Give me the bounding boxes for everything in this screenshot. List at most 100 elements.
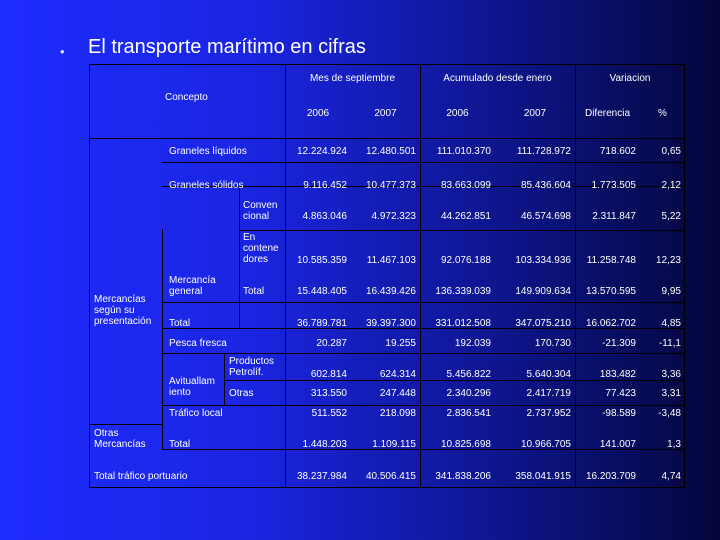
- table-cell: 4.863.046: [302, 211, 348, 222]
- row-label: Total: [169, 439, 191, 450]
- group-avituallamiento: Avituallam iento: [169, 376, 215, 398]
- table-cell: 3,36: [661, 369, 681, 380]
- table-cell: 44.262.851: [440, 211, 491, 222]
- header-concepto: Concepto: [165, 92, 208, 103]
- table-cell: 16.439.426: [365, 286, 416, 297]
- table-cell: 11.467.103: [366, 255, 416, 266]
- table-cell: 40.506.415: [365, 471, 416, 482]
- table-cell: 111.728.972: [516, 146, 571, 157]
- table-cell: 331.012.508: [435, 318, 491, 329]
- group-mercancias: Mercancías según su presentación: [94, 294, 152, 327]
- header-year-2007-acum: 2007: [523, 108, 547, 119]
- table-cell: 136.339.039: [435, 286, 491, 297]
- table-cell: 511.552: [311, 408, 347, 419]
- table-cell: 16.203.709: [585, 471, 636, 482]
- table-cell: 2,12: [661, 180, 681, 191]
- header-mes: Mes de septiembre: [309, 73, 396, 84]
- table-cell: 2.417.719: [526, 388, 572, 399]
- table-cell: 9.116.452: [303, 180, 347, 191]
- table-cell: -3,48: [658, 408, 681, 419]
- table-cell: 718.602: [599, 146, 636, 157]
- table-cell: 3,31: [661, 388, 681, 399]
- table-row-divider: [162, 353, 685, 354]
- group-otras-mercancias: Otras Mercancías: [94, 428, 146, 450]
- table-cell: 313.550: [310, 388, 347, 399]
- table-cell: 39.397.300: [365, 318, 416, 329]
- table-cell: 19.255: [385, 338, 416, 349]
- table-row-divider: [224, 380, 685, 381]
- table-row-divider: [239, 230, 685, 231]
- table-cell: 4,85: [661, 318, 681, 329]
- header-percent: %: [658, 108, 667, 119]
- table-cell: 13.570.595: [585, 286, 636, 297]
- table-border-right: [684, 64, 685, 488]
- row-label: Tráfico local: [169, 408, 223, 419]
- table-cell: 218.098: [379, 408, 416, 419]
- table-col-divider: [239, 186, 240, 328]
- table-cell: 5.640.304: [526, 369, 572, 380]
- table-cell: 10.477.373: [365, 180, 416, 191]
- title-bullet: •: [60, 44, 65, 59]
- table-cell: 4,74: [661, 471, 681, 482]
- row-label: Total: [169, 318, 191, 329]
- table-row-divider: [162, 328, 685, 329]
- table-cell: 2.737.952: [526, 408, 572, 419]
- table-border-top: [89, 64, 685, 65]
- table-col-divider: [285, 64, 286, 488]
- table-cell: 92.076.188: [440, 255, 491, 266]
- table-cell: 16.062.702: [585, 318, 636, 329]
- table-row-divider: [162, 162, 685, 163]
- table-cell: 141.007: [599, 439, 636, 450]
- table-cell: 170.730: [534, 338, 571, 349]
- table-row-divider: [162, 186, 685, 187]
- table-col-divider: [420, 64, 421, 488]
- table-cell: 9,95: [661, 286, 681, 297]
- table-cell: 12.224.924: [296, 146, 347, 157]
- table-cell: 347.075.210: [515, 318, 571, 329]
- table-cell: 602.814: [310, 369, 347, 380]
- table-cell: 85.436.604: [520, 180, 571, 191]
- table-cell: -21.309: [602, 338, 636, 349]
- table-cell: 4.972.323: [371, 211, 417, 222]
- table-cell: 38.237.984: [296, 471, 347, 482]
- table-cell: 111.010.370: [436, 146, 491, 157]
- row-label: Otras: [229, 388, 254, 399]
- table-cell: 341.838.206: [435, 471, 491, 482]
- row-label: En contene dores: [243, 232, 279, 265]
- row-label: Productos Petrolíf.: [229, 356, 275, 378]
- group-mercancia-general: Mercancía general: [169, 275, 216, 297]
- table-cell: 2.340.296: [446, 388, 492, 399]
- table-cell: 15.448.405: [296, 286, 347, 297]
- table-cell: 103.334.936: [515, 255, 571, 266]
- table-col-divider: [575, 64, 576, 488]
- table-cell: 20.287: [316, 338, 347, 349]
- table-cell: 149.909.634: [515, 286, 571, 297]
- row-label: Pesca fresca: [169, 338, 227, 349]
- table-cell: 77.423: [605, 388, 636, 399]
- row-label: Graneles líquidos: [169, 146, 247, 157]
- table-cell: 2.836.541: [446, 408, 492, 419]
- table-cell: 1.773.505: [591, 180, 637, 191]
- table-cell: 10.585.359: [296, 255, 347, 266]
- table-col-divider: [224, 353, 225, 405]
- slide-title: El transporte marítimo en cifras: [88, 36, 366, 58]
- table-cell: 12.480.501: [365, 146, 416, 157]
- table-border-bottom: [89, 487, 685, 488]
- table-row-divider: [162, 449, 685, 450]
- header-diferencia: Diferencia: [584, 108, 631, 119]
- table-cell: 11.258.748: [586, 255, 636, 266]
- row-label: Total: [243, 286, 265, 297]
- table-cell: 1.109.115: [372, 439, 416, 450]
- table-row-divider: [162, 302, 685, 303]
- table-cell: 624.314: [379, 369, 416, 380]
- header-acumulado: Acumulado desde enero: [443, 73, 552, 84]
- table-cell: 5.456.822: [446, 369, 492, 380]
- header-variacion: Variacion: [609, 73, 651, 84]
- table-cell: 5,22: [661, 211, 681, 222]
- header-year-2006-acum: 2006: [446, 108, 469, 119]
- table-cell: 1.448.203: [302, 439, 348, 450]
- table-cell: 10.966.705: [520, 439, 571, 450]
- table-row-divider: [162, 405, 685, 406]
- table-cell: 247.448: [379, 388, 416, 399]
- table-cell: 12,23: [655, 255, 681, 266]
